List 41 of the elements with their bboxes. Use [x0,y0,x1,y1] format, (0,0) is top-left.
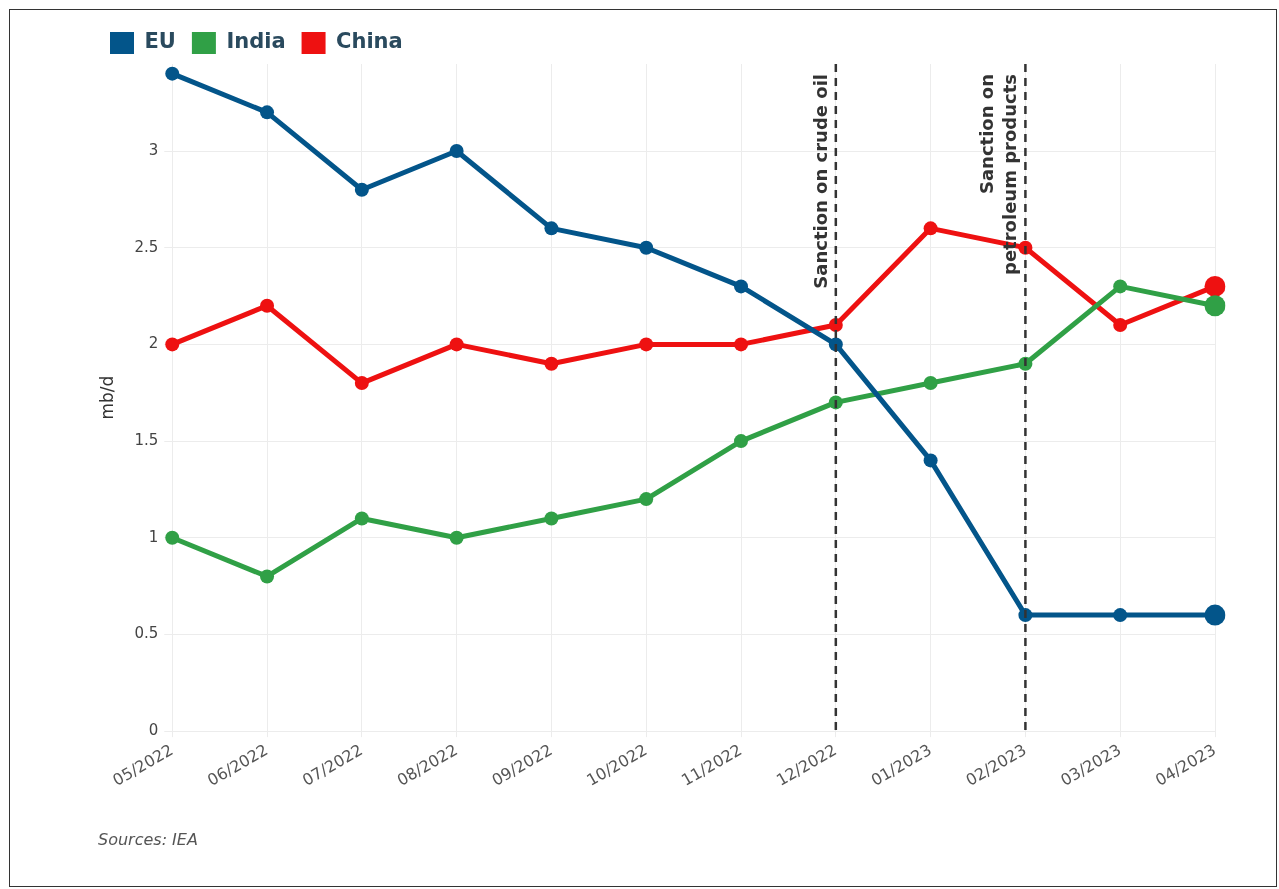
point [260,105,275,120]
y-tick-label: 0.5 [134,624,159,643]
ref-line-label: Sanction on crude oil [809,74,831,289]
point [1113,318,1128,333]
point [1113,608,1128,623]
point [544,356,559,371]
point [1113,279,1128,294]
legend-label: India [226,29,286,54]
point [734,434,749,449]
point [449,530,464,545]
y-tick-label: 2.5 [134,237,159,256]
y-axis-title: mb/d [96,375,117,420]
point [544,221,559,236]
point [923,221,938,236]
source-note: Sources: IEA [98,830,198,849]
y-tick-label: 3 [148,140,159,159]
point [354,511,369,526]
point [734,337,749,352]
point [354,376,369,391]
point [639,337,654,352]
point [165,530,180,545]
point [165,337,180,352]
point [734,279,749,294]
point [449,337,464,352]
point [544,511,559,526]
y-tick-label: 1.5 [134,430,159,449]
legend-label: China [336,29,403,54]
point [449,144,464,159]
point [260,298,275,313]
y-tick-label: 2 [148,334,159,353]
point [260,569,275,584]
legend-label: EU [144,29,176,54]
point [923,453,938,468]
point [923,376,938,391]
point [639,492,654,507]
point [165,66,180,81]
point [639,240,654,255]
y-tick-label: 0 [148,721,159,740]
point [354,182,369,197]
y-tick-label: 1 [148,527,159,546]
ref-line-label: Sanction on petroleum products [976,74,1021,275]
